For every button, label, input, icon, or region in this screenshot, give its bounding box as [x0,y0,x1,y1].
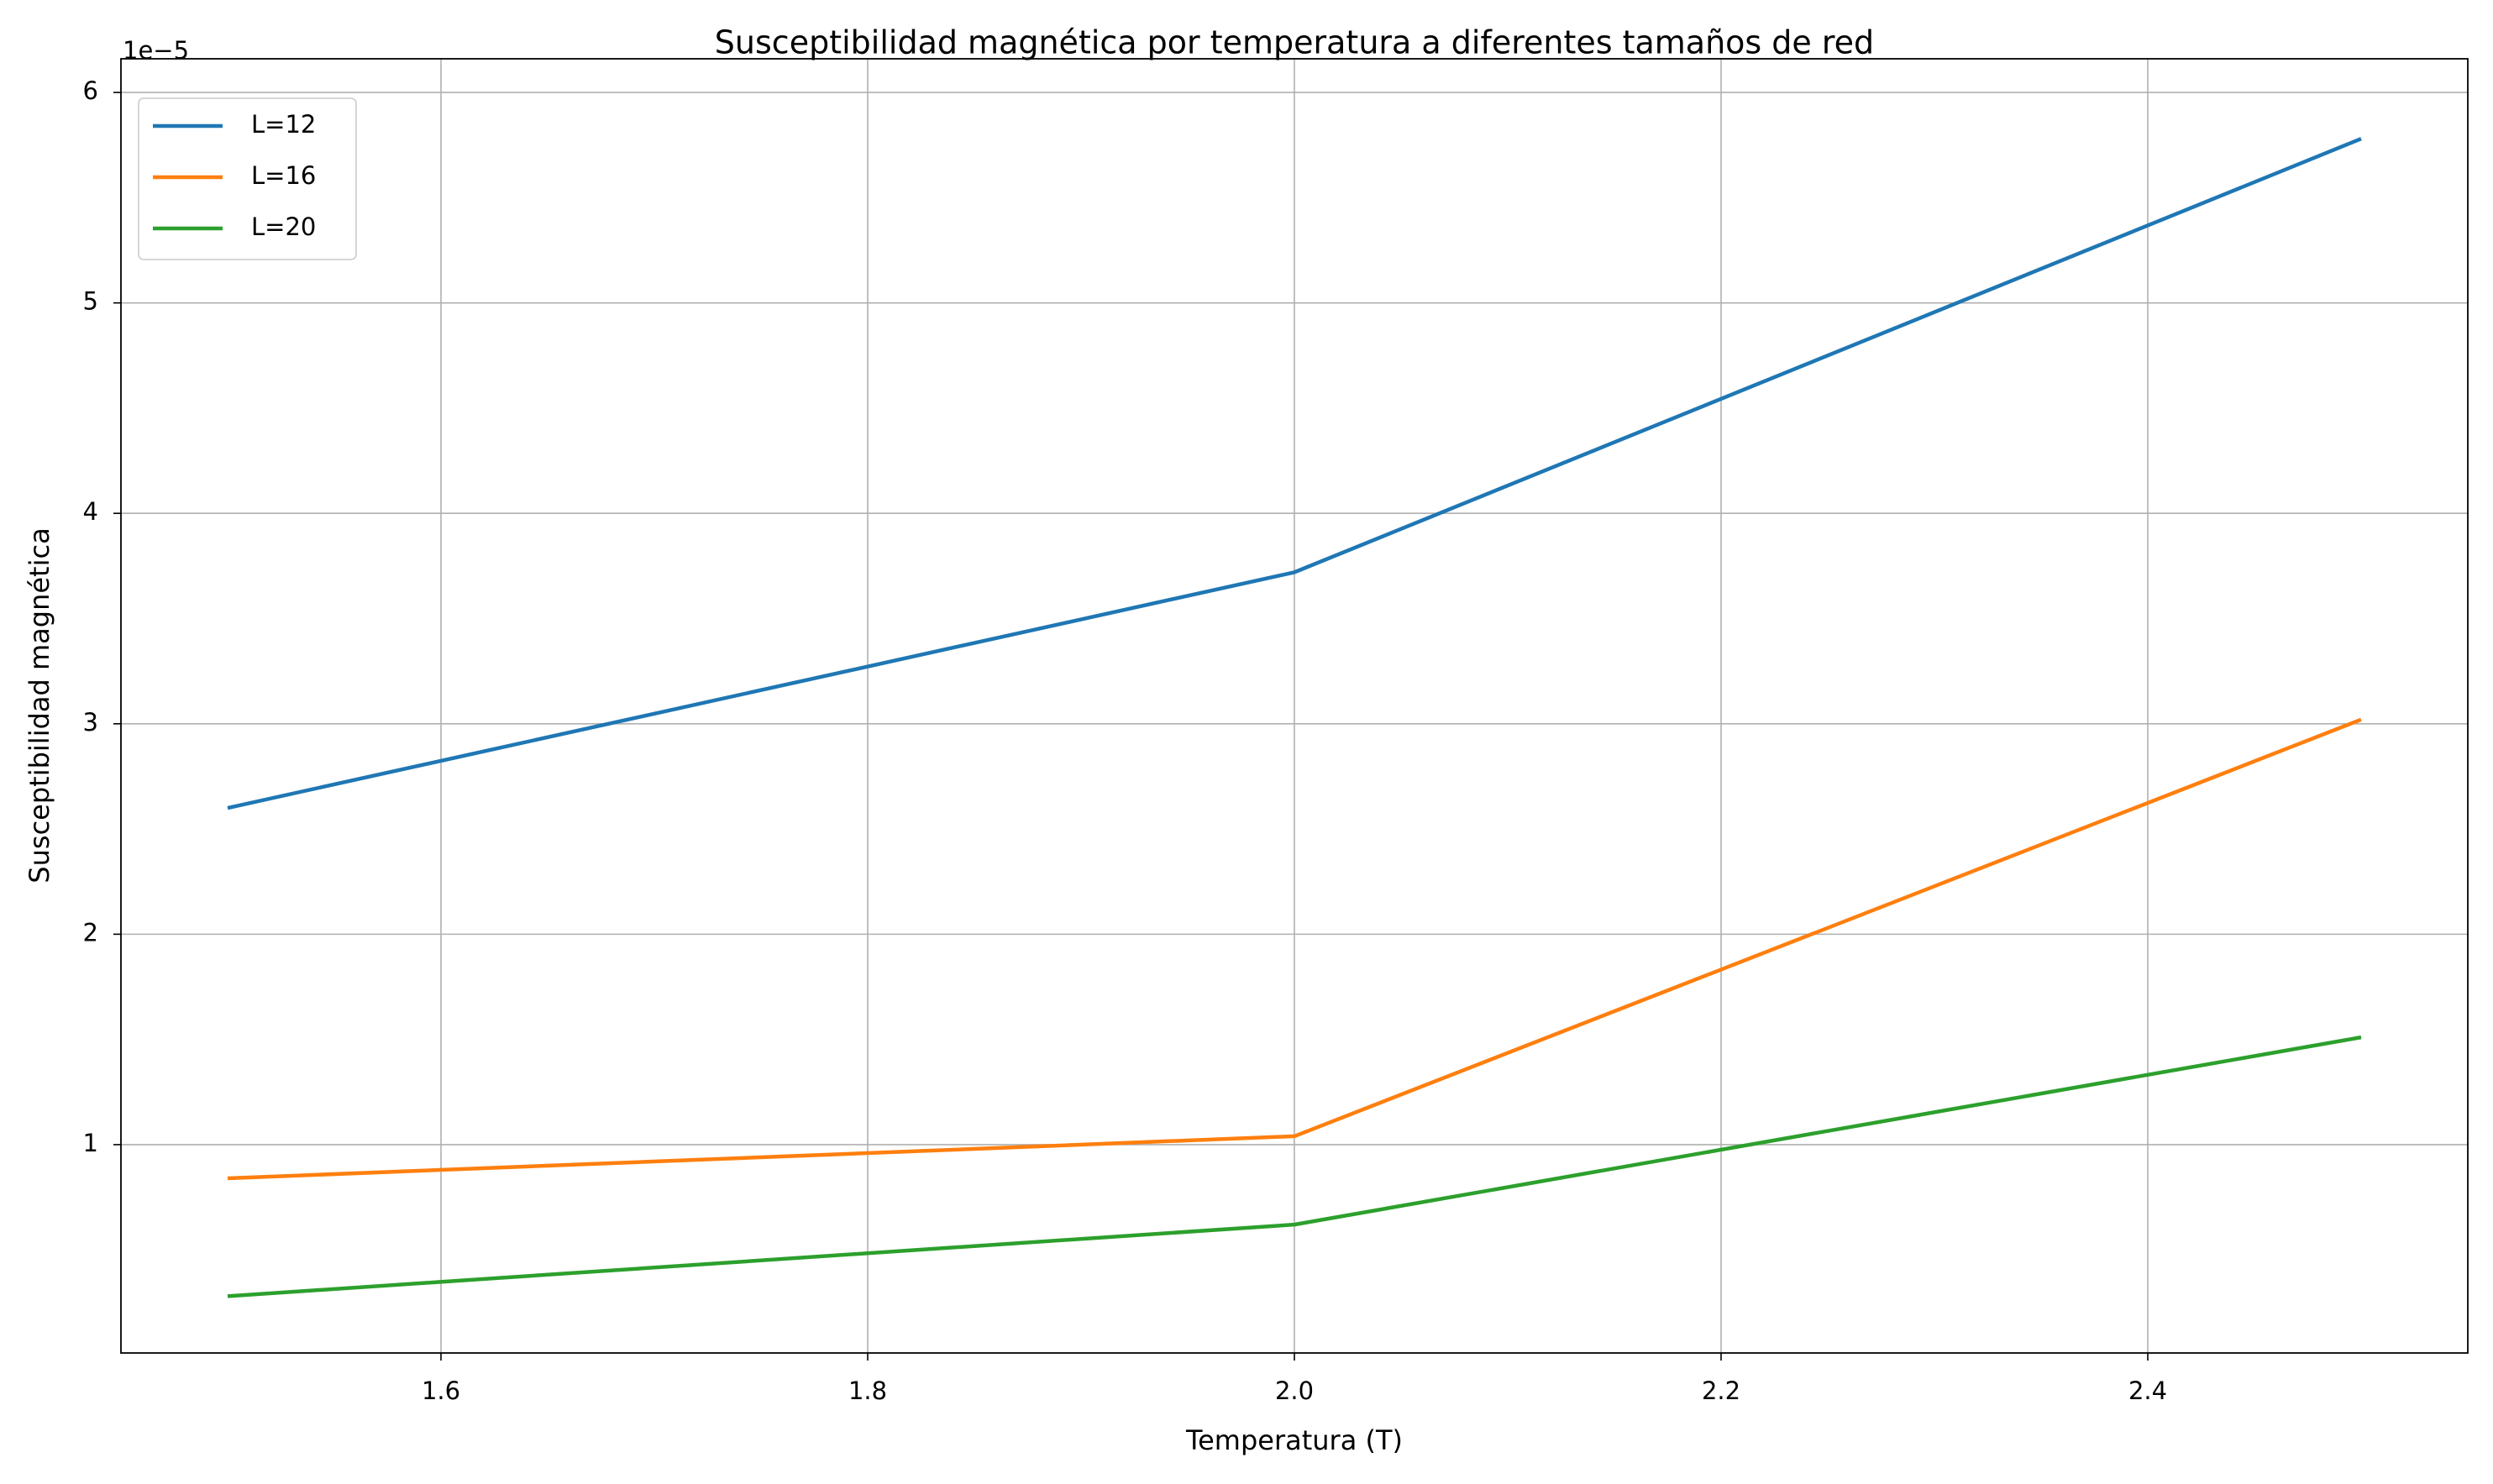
y-tick-label: 3 [83,708,98,737]
y-axis-label: Susceptibilidad magnética [24,527,55,883]
x-axis-label: Temperatura (T) [1185,1424,1403,1456]
legend-label: L=16 [251,161,316,190]
y-tick-label: 2 [83,918,98,947]
series-line [227,717,2362,1181]
y-tick-label: 6 [83,76,98,105]
y-tick-label: 1 [83,1129,98,1157]
x-tick-label: 2.2 [1702,1377,1740,1405]
y-offset-label: 1e−5 [123,36,189,65]
plot-frame [120,58,2469,1354]
y-tick-label: 4 [83,497,98,526]
series-line [227,137,2362,810]
legend-box [138,97,357,260]
x-tick-label: 2.4 [2128,1377,2167,1405]
series-line [227,1035,2362,1298]
x-tick-label: 1.6 [422,1377,460,1405]
y-tick-label: 5 [83,287,98,316]
x-tick-label: 1.8 [848,1377,887,1405]
chart-title: Susceptibilidad magnética por temperatur… [715,24,1874,61]
x-tick-label: 2.0 [1275,1377,1314,1405]
legend-label: L=20 [251,212,316,241]
legend-label: L=12 [251,110,316,139]
